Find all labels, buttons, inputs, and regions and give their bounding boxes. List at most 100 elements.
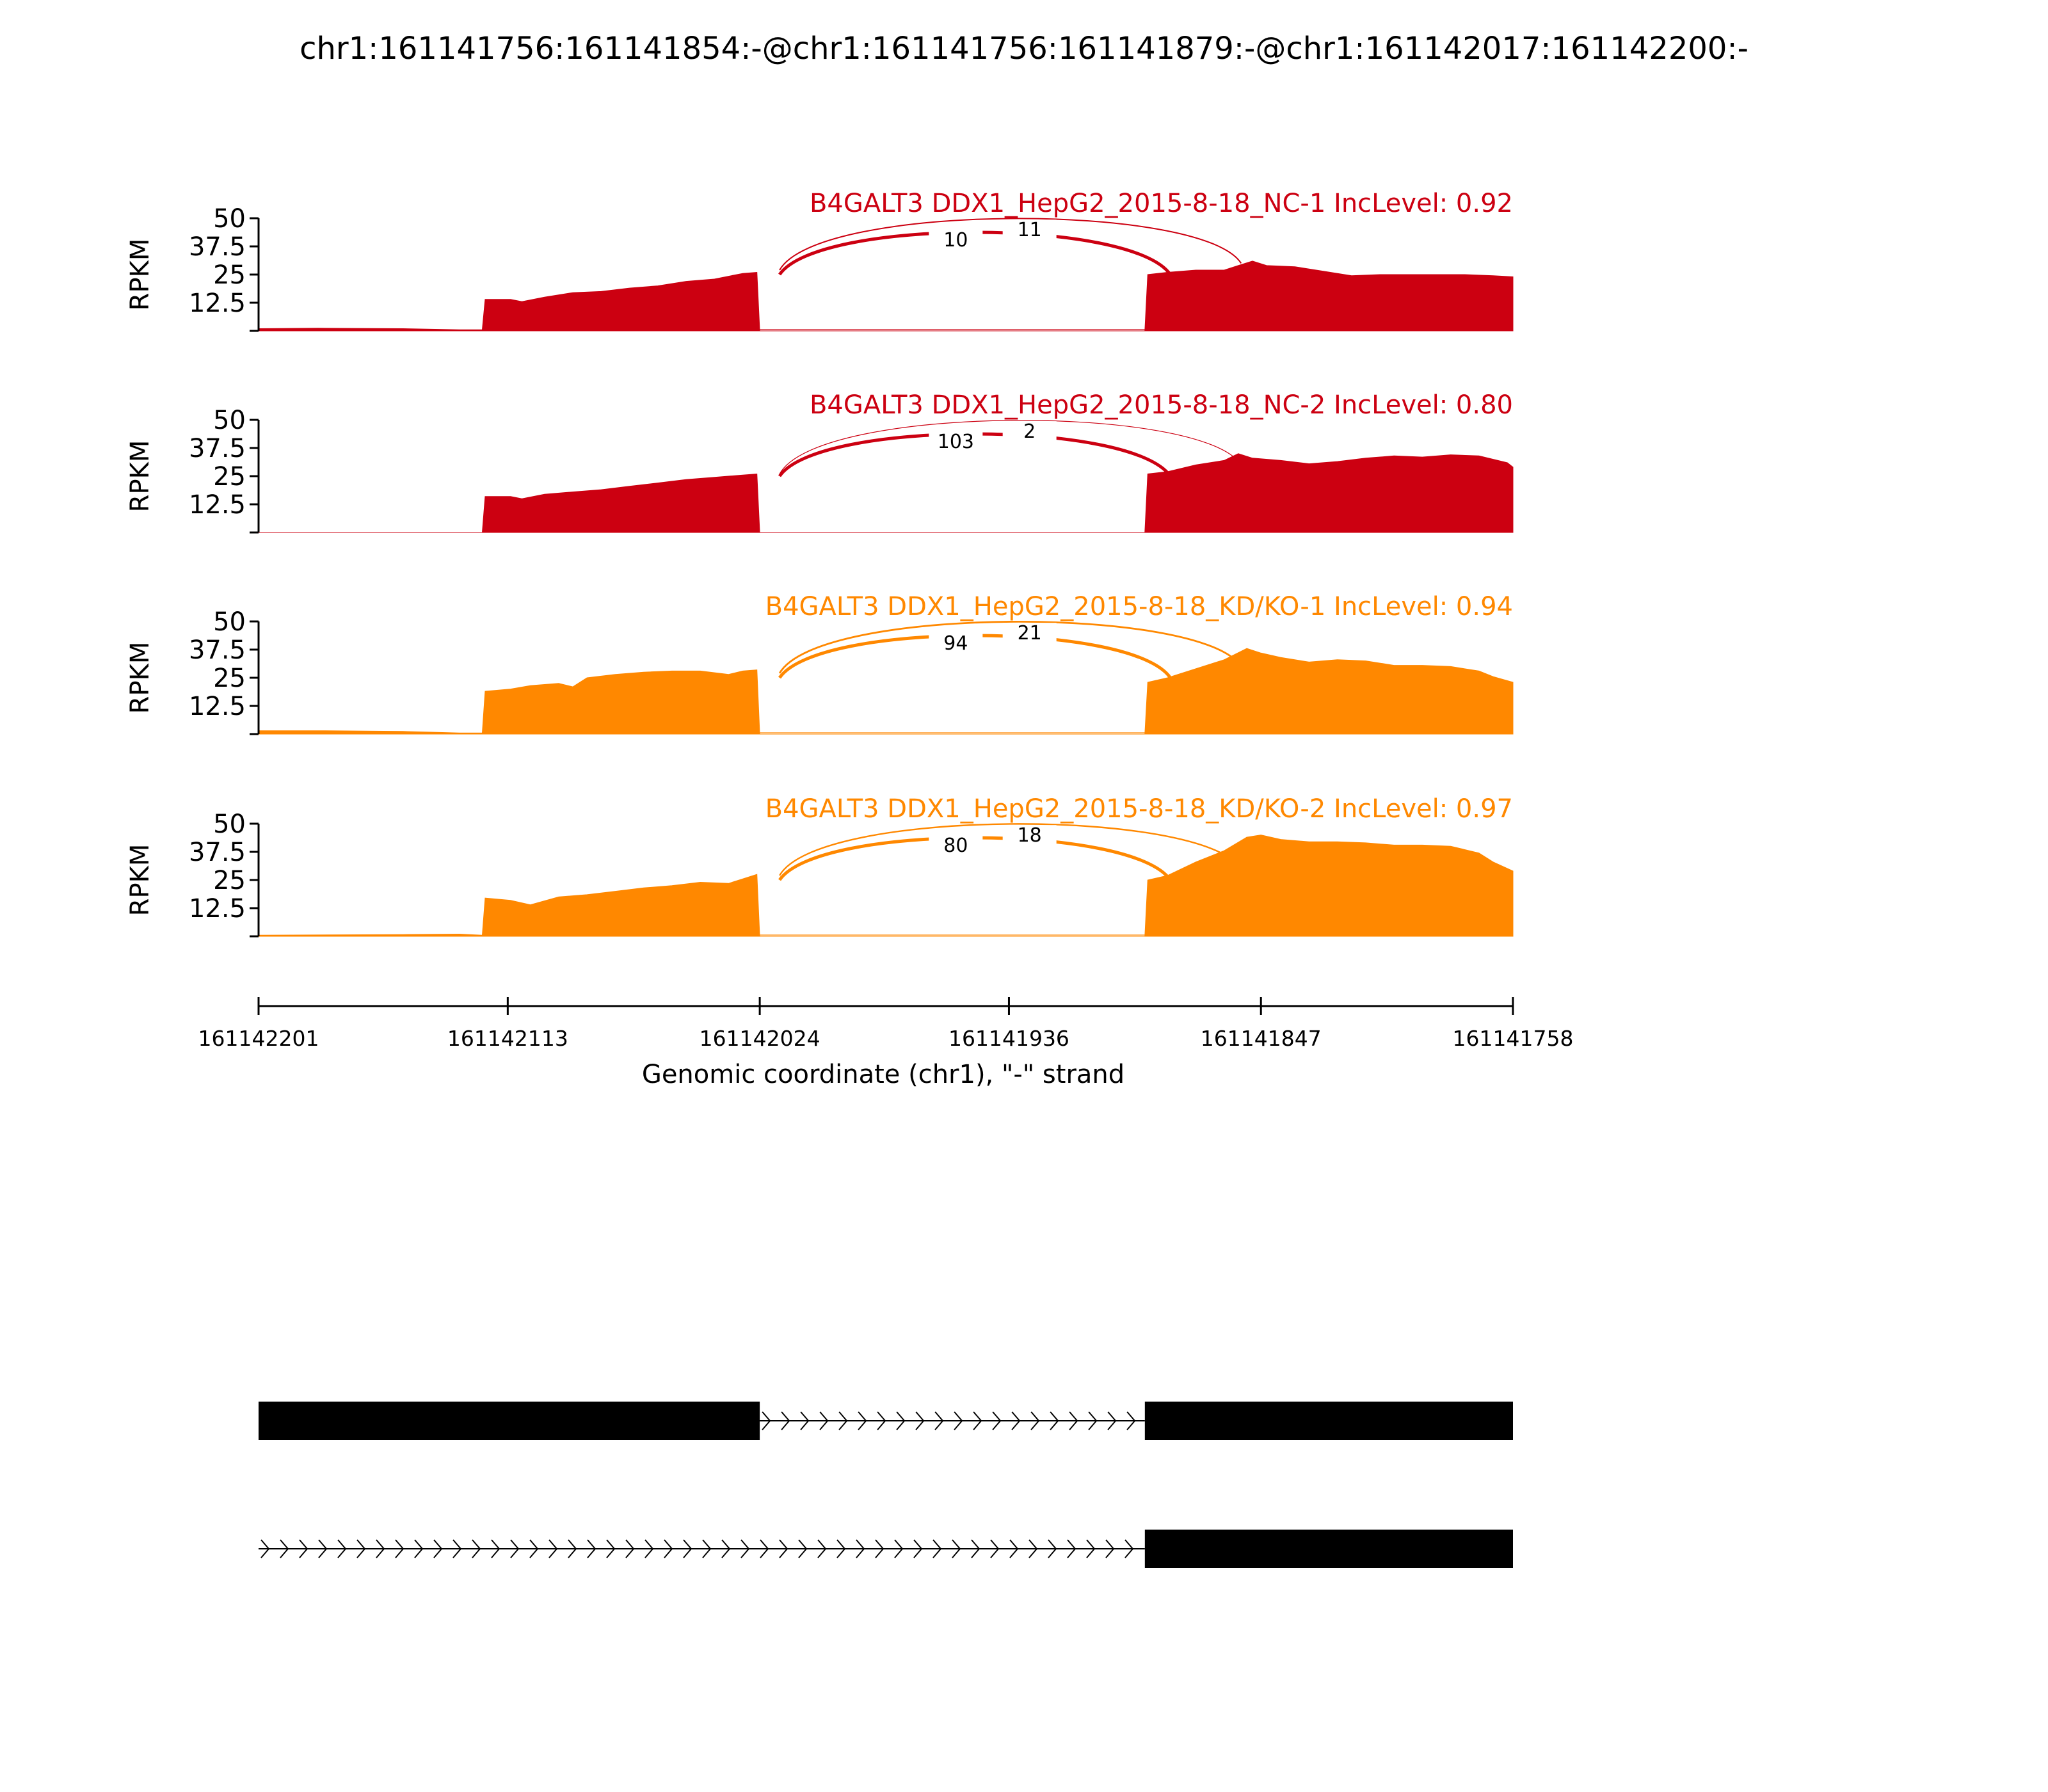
strand-arrow <box>1124 1539 1134 1558</box>
y-tick-label: 12.5 <box>189 692 246 721</box>
coverage-area <box>258 260 1514 332</box>
y-tick-label: 25 <box>213 462 246 492</box>
strand-arrow <box>990 1539 1000 1558</box>
strand-arrow <box>1028 1539 1038 1558</box>
exon-block <box>259 1402 760 1440</box>
y-axis-label: RPKM <box>125 642 155 714</box>
strand-arrow <box>1088 1411 1098 1430</box>
strand-arrow <box>971 1539 980 1558</box>
strand-arrow <box>414 1539 424 1558</box>
junction-arc <box>779 420 1242 474</box>
x-axis: 161142201 161142113 161142024 161141936 1611… <box>198 997 1574 1051</box>
strand-arrow <box>395 1539 404 1558</box>
strand-arrow <box>915 1411 925 1430</box>
strand-arrow <box>856 1539 865 1558</box>
junction-count-box <box>1002 220 1057 242</box>
junction-count-box <box>1002 421 1057 444</box>
coverage-area <box>258 835 1514 937</box>
y-tick-label: 50 <box>213 406 246 435</box>
strand-arrow <box>356 1539 366 1558</box>
strand-arrow <box>1011 1411 1021 1430</box>
junction-count: 94 <box>943 632 968 655</box>
strand-arrow <box>1126 1411 1136 1430</box>
strand-arrow <box>1069 1411 1078 1430</box>
junction-arc <box>779 823 1242 876</box>
y-tick-label: 12.5 <box>189 490 246 520</box>
y-tick-label: 25 <box>213 664 246 693</box>
y-tick-label: 37.5 <box>189 636 246 665</box>
coverage-area <box>258 648 1514 735</box>
strand-arrow <box>568 1539 577 1558</box>
junction-count-box <box>929 230 983 252</box>
y-tick-label: 12.5 <box>189 894 246 924</box>
y-tick-label: 25 <box>213 866 246 895</box>
strand-arrow <box>433 1539 443 1558</box>
strand-arrow <box>934 1411 944 1430</box>
strand-arrow <box>952 1539 961 1558</box>
panel-title: B4GALT3 DDX1_HepG2_2015-8-18_KD/KO-1 Inc… <box>765 592 1513 621</box>
transcript-2 <box>259 1530 1513 1568</box>
strand-arrow <box>1030 1411 1040 1430</box>
strand-arrow <box>625 1539 635 1558</box>
strand-arrow <box>779 1539 788 1558</box>
y-axis-label: RPKM <box>125 239 155 311</box>
strand-arrow <box>299 1539 308 1558</box>
x-tick-label: 161142201 <box>198 1026 319 1051</box>
junction-count: 21 <box>1018 622 1042 644</box>
strand-arrow <box>318 1539 328 1558</box>
junction-count: 80 <box>943 835 968 857</box>
strand-arrow <box>606 1539 616 1558</box>
y-tick-label: 37.5 <box>189 838 246 867</box>
strand-arrow <box>877 1411 886 1430</box>
y-tick-label: 50 <box>213 204 246 234</box>
exon-block <box>1144 1530 1513 1568</box>
y-tick-label: 25 <box>213 260 246 290</box>
strand-arrow <box>1105 1539 1115 1558</box>
x-tick-label: 161142024 <box>700 1026 820 1051</box>
strand-arrow <box>452 1539 462 1558</box>
strand-arrow <box>875 1539 884 1558</box>
strand-arrow <box>510 1539 520 1558</box>
strand-arrow <box>1048 1539 1057 1558</box>
strand-arrow <box>702 1539 712 1558</box>
junction-arc <box>779 218 1242 271</box>
strand-arrow <box>992 1411 1002 1430</box>
junction-count-box <box>929 431 983 453</box>
strand-arrow <box>817 1539 827 1558</box>
y-tick-label: 50 <box>213 810 246 839</box>
coverage-area <box>259 453 1514 533</box>
y-tick-label: 37.5 <box>189 232 246 262</box>
junction-count-box <box>929 633 983 655</box>
strand-arrow <box>721 1539 731 1558</box>
strand-arrow <box>1050 1411 1059 1430</box>
strand-arrow <box>858 1411 867 1430</box>
y-tick-label: 37.5 <box>189 434 246 463</box>
strand-arrow <box>644 1539 654 1558</box>
junction-count-box <box>1002 825 1057 847</box>
strand-arrow <box>819 1411 829 1430</box>
strand-arrow <box>376 1539 385 1558</box>
exon-block <box>1144 1402 1513 1440</box>
y-axis-label: RPKM <box>125 844 155 916</box>
junction-count: 2 <box>1023 420 1036 443</box>
strand-arrow <box>760 1539 769 1558</box>
strand-arrow <box>762 1411 771 1430</box>
x-tick-label: 161141758 <box>1453 1026 1574 1051</box>
strand-arrow <box>954 1411 963 1430</box>
strand-arrow <box>280 1539 289 1558</box>
strand-arrow <box>548 1539 558 1558</box>
transcript-1 <box>259 1402 1513 1440</box>
strand-arrow <box>491 1539 500 1558</box>
x-axis-label: Genomic coordinate (chr1), "-" strand <box>642 1060 1124 1089</box>
transcript-models <box>259 1402 1513 1568</box>
strand-arrow <box>896 1411 906 1430</box>
strand-arrow <box>740 1539 750 1558</box>
strand-arrow <box>529 1539 539 1558</box>
junction-count: 103 <box>938 431 974 453</box>
junction-count-box <box>1002 623 1057 645</box>
